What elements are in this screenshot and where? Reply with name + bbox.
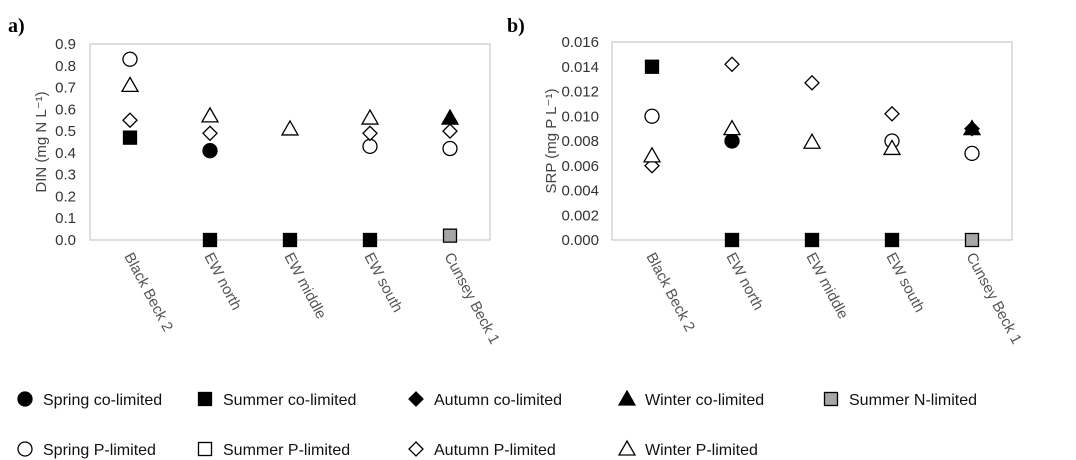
- point-summer-co-limited: [644, 59, 660, 74]
- point-winter-co-limited: [440, 108, 460, 125]
- y-tick-label: 0.0: [55, 232, 76, 249]
- point-spring-co-limited: [202, 143, 218, 159]
- y-tick-label: 0.8: [55, 58, 76, 75]
- y-tick-label: 0.014: [561, 59, 599, 76]
- legend-marker-winter-co-limited: [617, 389, 637, 406]
- legend-label-summer-p-limited: Summer P-limited: [223, 442, 350, 459]
- y-tick-label: 0.9: [55, 36, 76, 53]
- panel-label-b: b): [507, 15, 525, 37]
- point-spring-p-limited: [964, 145, 980, 162]
- point-summer-co-limited: [202, 232, 218, 248]
- panel-label-a: a): [8, 15, 25, 37]
- point-winter-p-limited: [722, 119, 742, 136]
- point-spring-p-limited: [644, 108, 660, 124]
- point-summer-co-limited: [362, 232, 378, 248]
- y-tick-label: 0.1: [55, 210, 76, 227]
- panel-b-chart: b) 0.000 0.002 0.004 0.006 0.008 0.010 0.012 0.0…: [507, 15, 1025, 347]
- y-axis-label: SRP (mg P L⁻¹): [543, 89, 560, 194]
- legend-marker-spring-co-limited: [17, 391, 33, 407]
- y-tick-label: 0.002: [561, 207, 599, 224]
- point-summer-co-limited: [282, 232, 298, 248]
- point-winter-p-limited: [882, 139, 902, 156]
- point-summer-n-limited: [442, 228, 458, 243]
- point-spring-p-limited: [362, 138, 378, 155]
- legend: Spring co-limited Summer co-limited Autumn…: [17, 389, 977, 459]
- y-axis-label: DIN (mg N L⁻¹): [33, 91, 50, 192]
- point-autumn-p-limited: [122, 112, 138, 129]
- y-tick-label: 0.4: [55, 145, 76, 162]
- y-tick-label: 0.006: [561, 158, 599, 175]
- point-winter-p-limited: [200, 106, 220, 123]
- point-autumn-p-limited: [202, 125, 218, 142]
- legend-marker-summer-p-limited: [197, 441, 213, 457]
- category-label-black-beck-2: Black Beck 2: [642, 250, 698, 335]
- legend-label-spring-p-limited: Spring P-limited: [43, 442, 156, 459]
- point-spring-co-limited: [724, 133, 740, 149]
- y-tick-label: 0.012: [561, 84, 599, 101]
- point-summer-co-limited: [724, 232, 740, 248]
- legend-label-autumn-co-limited: Autumn co-limited: [434, 392, 562, 409]
- legend-marker-winter-p-limited: [617, 439, 637, 456]
- y-tick-label: 0.008: [561, 133, 599, 150]
- point-autumn-p-limited: [442, 123, 458, 140]
- point-winter-co-limited: [962, 119, 982, 136]
- point-winter-p-limited: [642, 146, 662, 163]
- legend-marker-spring-p-limited: [17, 441, 33, 457]
- point-winter-p-limited: [120, 76, 140, 93]
- category-label-cunsey-beck-1: Cunsey Beck 1: [962, 250, 1024, 347]
- point-summer-co-limited: [122, 130, 138, 145]
- legend-marker-summer-co-limited: [197, 391, 213, 407]
- y-tick-label: 0.6: [55, 101, 76, 118]
- point-summer-co-limited: [804, 232, 820, 248]
- y-tick-label: 0.010: [561, 108, 599, 125]
- y-tick-label: 0.3: [55, 167, 76, 184]
- y-tick-label: 0.004: [561, 183, 599, 200]
- category-label-ew-middle: EW middle: [280, 250, 329, 322]
- legend-label-winter-co-limited: Winter co-limited: [645, 392, 764, 409]
- point-autumn-p-limited: [884, 105, 900, 122]
- legend-marker-autumn-co-limited: [408, 391, 424, 407]
- y-tick-label: 0.016: [561, 34, 599, 51]
- y-tick-label: 0.000: [561, 232, 599, 249]
- category-label-ew-north: EW north: [722, 250, 766, 313]
- legend-label-summer-n-limited: Summer N-limited: [849, 392, 977, 409]
- category-label-cunsey-beck-1: Cunsey Beck 1: [440, 250, 502, 347]
- point-autumn-p-limited: [804, 74, 820, 91]
- legend-label-spring-co-limited: Spring co-limited: [43, 392, 162, 409]
- y-tick-label: 0.7: [55, 80, 76, 97]
- y-tick-label: 0.5: [55, 123, 76, 140]
- point-spring-p-limited: [122, 51, 138, 67]
- legend-label-winter-p-limited: Winter P-limited: [645, 442, 758, 459]
- category-label-ew-south: EW south: [360, 250, 406, 315]
- legend-marker-summer-n-limited: [823, 391, 839, 407]
- legend-label-summer-co-limited: Summer co-limited: [223, 392, 356, 409]
- category-label-ew-middle: EW middle: [802, 250, 851, 322]
- point-autumn-p-limited: [362, 125, 378, 142]
- point-winter-p-limited: [280, 119, 300, 136]
- panel-a-chart: a) 0.0 0.1 0.2 0.3 0.4 0.5 0.6 0.7 0.8 0.9 DIN (mg …: [8, 15, 503, 347]
- legend-label-autumn-p-limited: Autumn P-limited: [434, 442, 556, 459]
- point-summer-n-limited: [964, 232, 980, 248]
- point-autumn-p-limited: [724, 56, 740, 73]
- point-spring-p-limited: [442, 140, 458, 157]
- plot-frame: [89, 43, 491, 241]
- point-winter-p-limited: [360, 108, 380, 125]
- point-winter-p-limited: [802, 132, 822, 149]
- category-label-black-beck-2: Black Beck 2: [120, 250, 176, 335]
- y-tick-label: 0.2: [55, 188, 76, 205]
- category-label-ew-north: EW north: [200, 250, 244, 313]
- point-summer-co-limited: [884, 232, 900, 248]
- legend-marker-autumn-p-limited: [408, 441, 424, 457]
- category-label-ew-south: EW south: [882, 250, 928, 315]
